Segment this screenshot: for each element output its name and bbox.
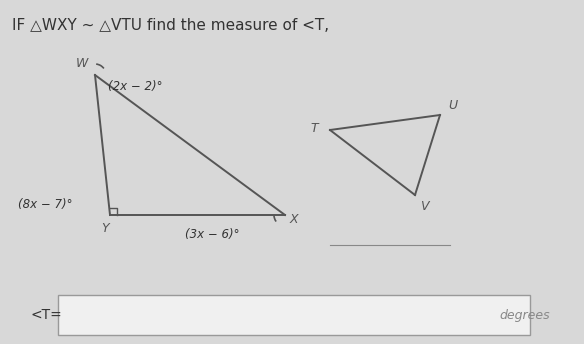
Text: <T=: <T= (30, 308, 62, 322)
Text: degrees: degrees (499, 309, 550, 322)
Text: (3x − 6)°: (3x − 6)° (185, 228, 239, 241)
Text: X: X (290, 213, 298, 226)
Text: T: T (310, 121, 318, 135)
FancyBboxPatch shape (58, 295, 530, 335)
Text: Y: Y (101, 222, 109, 235)
Text: IF △WXY ~ △VTU find the measure of <T,: IF △WXY ~ △VTU find the measure of <T, (12, 18, 329, 33)
Text: W: W (75, 57, 88, 70)
Text: (2x − 2)°: (2x − 2)° (108, 80, 162, 93)
Text: U: U (448, 99, 457, 112)
Text: V: V (420, 200, 429, 213)
Text: (8x − 7)°: (8x − 7)° (18, 198, 72, 211)
